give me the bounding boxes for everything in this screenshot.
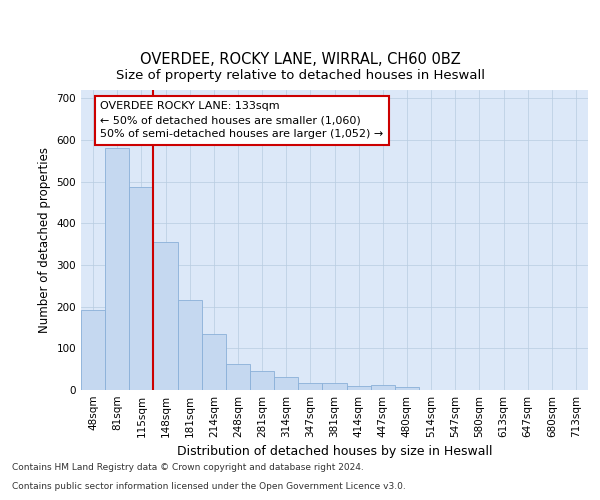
Text: Contains public sector information licensed under the Open Government Licence v3: Contains public sector information licen… (12, 482, 406, 491)
Bar (202, 334, 226, 390)
Bar (298, 383, 322, 390)
Bar (322, 384, 347, 390)
Text: OVERDEE ROCKY LANE: 133sqm
← 50% of detached houses are smaller (1,060)
50% of s: OVERDEE ROCKY LANE: 133sqm ← 50% of deta… (100, 101, 383, 139)
Bar (226, 364, 250, 390)
Text: OVERDEE, ROCKY LANE, WIRRAL, CH60 0BZ: OVERDEE, ROCKY LANE, WIRRAL, CH60 0BZ (140, 52, 460, 68)
Bar (274, 377, 298, 390)
Bar (105, 148, 129, 390)
Y-axis label: Number of detached properties: Number of detached properties (38, 147, 51, 333)
Text: Size of property relative to detached houses in Heswall: Size of property relative to detached ho… (115, 70, 485, 82)
Bar (178, 300, 202, 390)
X-axis label: Distribution of detached houses by size in Heswall: Distribution of detached houses by size … (177, 446, 492, 458)
Bar (347, 386, 371, 390)
Bar (154, 242, 178, 390)
Bar (395, 386, 419, 390)
Bar (129, 187, 154, 390)
Bar (371, 386, 395, 390)
Bar (250, 371, 274, 390)
Text: Contains HM Land Registry data © Crown copyright and database right 2024.: Contains HM Land Registry data © Crown c… (12, 464, 364, 472)
Bar (81, 310, 105, 390)
